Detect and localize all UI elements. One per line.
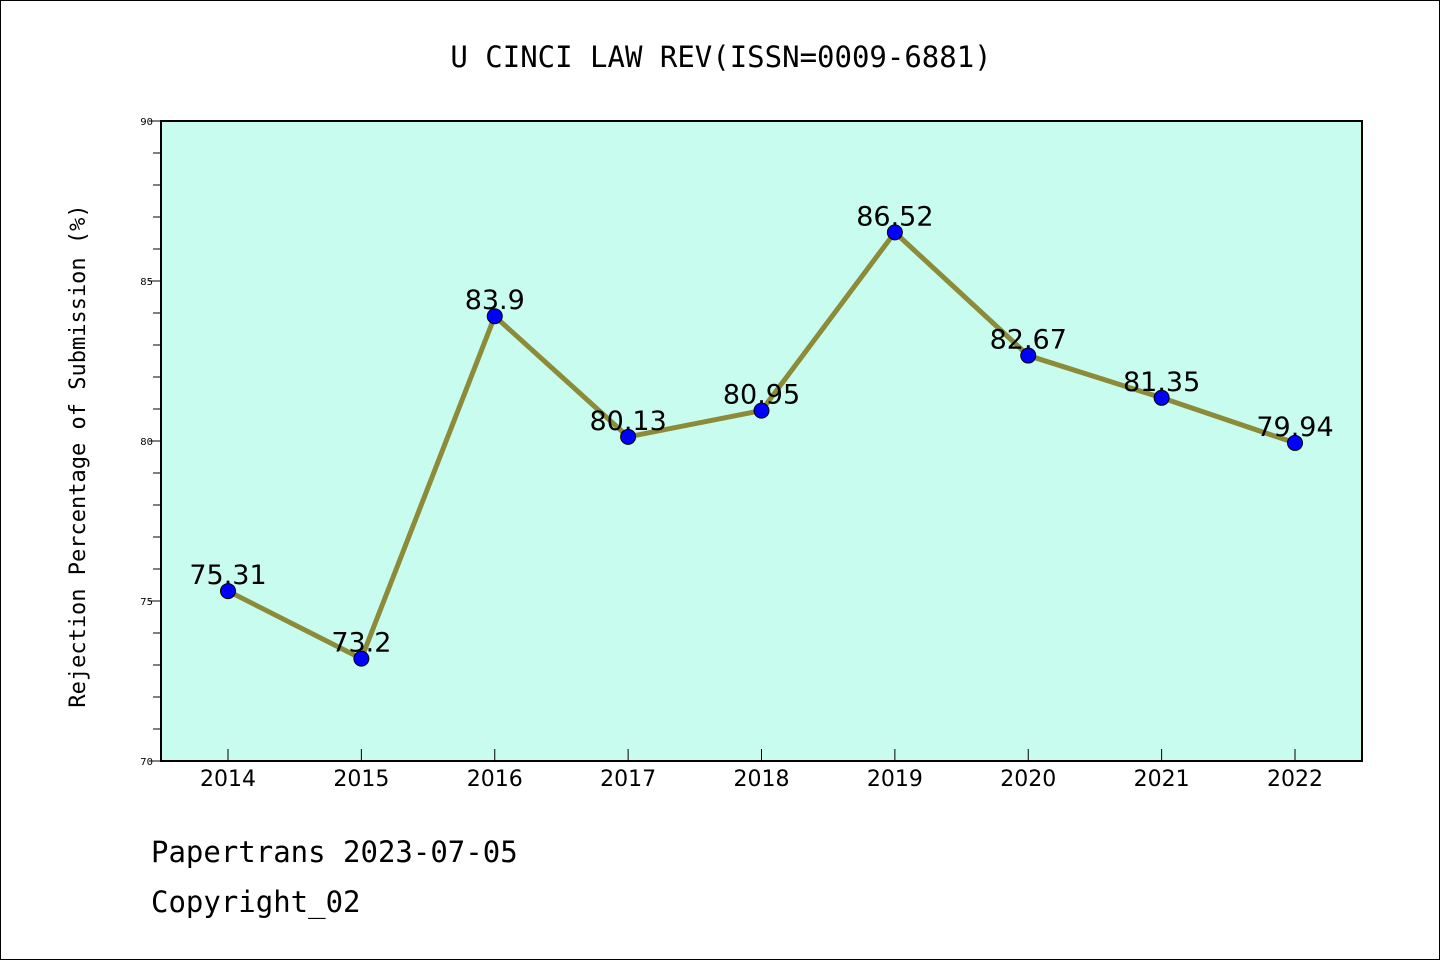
x-tick-label: 2018 xyxy=(734,767,790,792)
y-axis-ticks: 70 75 80 85 90 xyxy=(140,117,161,768)
y-tick-label: 70 xyxy=(140,757,153,768)
data-point xyxy=(1153,389,1170,406)
x-tick-label: 2017 xyxy=(600,767,656,792)
x-tick-label: 2016 xyxy=(467,767,523,792)
data-label: 75.31 xyxy=(189,560,266,591)
x-tick-label: 2019 xyxy=(867,767,923,792)
y-tick-label: 75 xyxy=(140,597,153,608)
x-tick-label: 2014 xyxy=(200,767,256,792)
data-label: 81.35 xyxy=(1123,367,1200,398)
x-tick-label: 2015 xyxy=(333,767,389,792)
y-tick-label: 85 xyxy=(140,277,153,288)
y-tick-label: 80 xyxy=(140,437,153,448)
data-label: 86.52 xyxy=(856,201,933,232)
data-point xyxy=(220,583,236,600)
data-point xyxy=(486,308,503,325)
y-tick-label: 90 xyxy=(140,117,153,128)
footer-copyright: Copyright_02 xyxy=(151,885,361,919)
data-labels: 75.31 73.2 83.9 80.13 80.95 86.52 82.67 81.35 79… xyxy=(189,201,1333,658)
data-point xyxy=(620,428,637,445)
footer-date: Papertrans 2023-07-05 xyxy=(151,835,518,869)
y-axis-label: Rejection Percentage of Submission (%) xyxy=(66,204,91,707)
data-point xyxy=(353,650,370,667)
data-label: 79.94 xyxy=(1256,412,1333,443)
data-point xyxy=(1287,434,1303,451)
series-markers xyxy=(220,224,1303,667)
data-point xyxy=(1020,347,1037,364)
x-axis-ticks: 2014 2015 2016 2017 2018 2019 2020 2021 2022 xyxy=(200,749,1323,792)
x-tick-label: 2020 xyxy=(1000,767,1056,792)
data-point xyxy=(753,402,770,419)
data-label: 80.13 xyxy=(589,406,666,437)
data-label: 73.2 xyxy=(331,628,391,659)
data-label: 82.67 xyxy=(990,325,1067,356)
x-tick-label: 2021 xyxy=(1134,767,1190,792)
data-label: 83.9 xyxy=(465,285,525,316)
data-label: 80.95 xyxy=(723,380,800,411)
plot-area xyxy=(160,120,1363,762)
x-tick-label: 2022 xyxy=(1267,767,1323,792)
chart-title: U CINCI LAW REV(ISSN=0009-6881) xyxy=(450,40,991,74)
data-point xyxy=(886,224,903,241)
